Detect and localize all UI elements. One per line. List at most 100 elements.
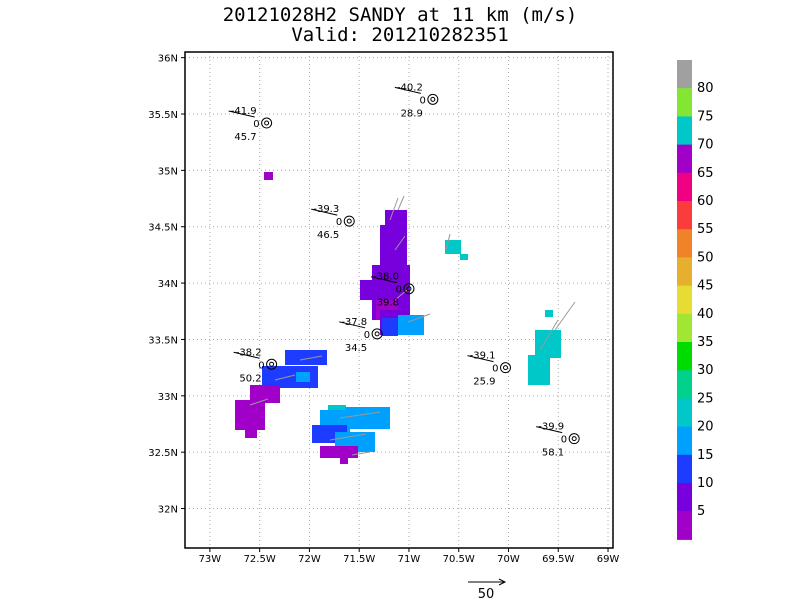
x-tick-label: 71.5W xyxy=(343,554,375,565)
colorbar-swatch xyxy=(677,426,692,456)
colorbar-label: 40 xyxy=(697,307,714,322)
reference-arrowhead xyxy=(498,578,507,586)
gridlines xyxy=(185,52,613,548)
colorbar-swatch xyxy=(677,144,692,174)
wind-vector xyxy=(329,433,367,441)
wind-vectors xyxy=(249,195,576,456)
station-dot xyxy=(503,365,509,371)
wind-vector xyxy=(539,319,559,351)
x-tick-label: 69W xyxy=(597,554,620,565)
wind-vector xyxy=(351,451,371,456)
station-temp: -38.2 xyxy=(236,347,262,358)
wind-speed-cell xyxy=(385,210,407,225)
station-dot xyxy=(374,331,380,337)
station-dew: 0 xyxy=(492,364,498,375)
colorbar-swatch xyxy=(677,398,692,428)
station-ring xyxy=(261,117,273,129)
station-dot xyxy=(571,436,577,442)
station: -38.2 0 50.2 xyxy=(233,347,278,384)
colorbar-swatch xyxy=(677,511,692,540)
colorbar-swatch xyxy=(677,257,692,287)
station-temp: -41.9 xyxy=(231,106,257,117)
station-temp: -40.2 xyxy=(397,82,423,93)
x-tick-label: 72.5W xyxy=(244,554,276,565)
station-pres: 25.9 xyxy=(473,377,495,388)
observation-stations: -41.9 0 45.7 -40.2 0 28.9 -39.3 0 46.5 -38.0 0 39.8… xyxy=(228,82,580,459)
colorbar-label: 5 xyxy=(697,504,705,519)
colorbar-label: 70 xyxy=(697,138,714,153)
wind-speed-cell xyxy=(345,407,390,429)
y-tick-label: 34N xyxy=(158,279,178,290)
wind-barb xyxy=(370,276,398,284)
wind-speed-cell xyxy=(245,428,257,438)
colorbar-label: 25 xyxy=(697,391,714,406)
colorbar-label: 75 xyxy=(697,109,714,124)
colorbar-swatch xyxy=(677,454,692,484)
wind-speed-cell xyxy=(445,240,461,254)
x-tick-label: 71W xyxy=(398,554,421,565)
colorbar-swatch xyxy=(677,313,692,343)
wind-barb xyxy=(467,355,494,363)
colorbar-label: 30 xyxy=(697,363,714,378)
colorbar-swatch xyxy=(677,172,692,202)
y-tick-label: 33N xyxy=(158,392,178,403)
wind-speed-cell xyxy=(382,318,398,336)
y-tick-label: 32N xyxy=(158,505,178,516)
station-ring xyxy=(343,215,355,227)
station-dew: 0 xyxy=(336,217,342,228)
station-ring xyxy=(403,283,415,295)
wind-vector xyxy=(249,398,269,406)
station-dew: 0 xyxy=(396,285,402,296)
colorbar-label: 80 xyxy=(697,81,714,96)
y-tick-label: 36N xyxy=(158,54,178,65)
wind-speed-cells xyxy=(235,172,561,464)
wind-speed-cell xyxy=(360,280,378,300)
station-dew: 0 xyxy=(364,330,370,341)
station-pres: 50.2 xyxy=(239,373,261,384)
x-tick-label: 70.5W xyxy=(443,554,475,565)
station-pres: 45.7 xyxy=(234,132,256,143)
wind-speed-cell xyxy=(340,456,348,464)
station: -39.1 0 25.9 xyxy=(467,351,512,388)
y-tick-label: 33.5N xyxy=(148,335,178,346)
x-tick-label: 72W xyxy=(298,554,321,565)
y-tick-label: 32.5N xyxy=(148,448,178,459)
wind-speed-cell xyxy=(535,330,561,358)
wind-speed-cell xyxy=(285,350,327,365)
colorbar-swatch xyxy=(677,483,692,512)
plot-frame xyxy=(184,51,614,549)
station-dew: 0 xyxy=(258,360,264,371)
colorbar-swatch xyxy=(677,60,692,89)
station-temp: -37.8 xyxy=(341,317,367,328)
station: -39.3 0 46.5 xyxy=(311,204,355,241)
wind-speed-cell xyxy=(262,366,318,388)
wind-speed-cell xyxy=(528,355,550,385)
colorbar-swatch xyxy=(677,116,692,146)
station-dew: 0 xyxy=(419,95,425,106)
wind-barb xyxy=(338,321,366,329)
colorbar-label: 10 xyxy=(697,476,714,491)
colorbar-label: 65 xyxy=(697,166,714,181)
wind-vector xyxy=(299,355,323,361)
wind-barb xyxy=(536,426,563,434)
wind-speed-cell xyxy=(296,372,310,382)
station-pres: 28.9 xyxy=(401,108,423,119)
colorbar-swatch xyxy=(677,285,692,315)
x-tick-label: 73W xyxy=(199,554,222,565)
chart-title: 20121028H2 SANDY at 11 km (m/s) xyxy=(222,4,578,26)
station-ring xyxy=(568,433,580,445)
colorbar: 5 10 15 20 25 30 35 40 45 50 55 60 65 70 75 80 xyxy=(677,60,714,540)
wind-speed-cell xyxy=(545,310,553,317)
wind-speed-cell xyxy=(250,385,280,403)
colorbar-label: 45 xyxy=(697,279,714,294)
wind-vector xyxy=(389,197,399,221)
station-pres: 58.1 xyxy=(542,448,564,459)
x-tick-label: 69.5W xyxy=(542,554,574,565)
station: -39.9 0 58.1 xyxy=(536,422,580,459)
station-temp: -39.9 xyxy=(538,422,564,433)
wind-vector xyxy=(339,411,381,419)
colorbar-swatch xyxy=(677,201,692,230)
colorbar-label: 15 xyxy=(697,448,714,463)
x-tick-label: 70W xyxy=(497,554,520,565)
